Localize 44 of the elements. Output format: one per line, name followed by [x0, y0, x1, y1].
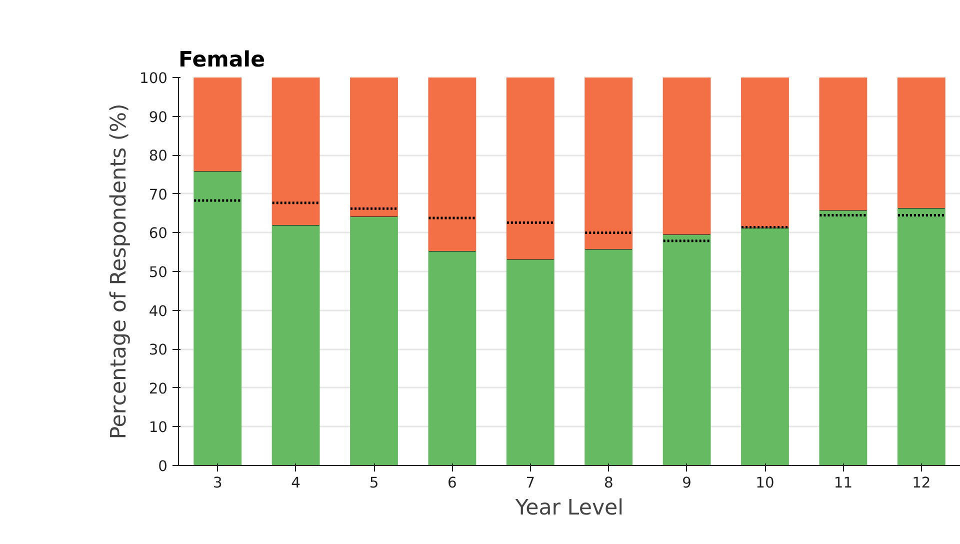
y-tick-label: 70 [148, 186, 168, 204]
bar [506, 258, 554, 466]
y-tick-label: 30 [148, 342, 168, 359]
bar [272, 224, 320, 466]
bar [428, 78, 476, 252]
bar [194, 78, 242, 172]
bar [584, 78, 633, 250]
y-tick-label: 100 [140, 70, 168, 87]
bar [194, 170, 242, 466]
x-tick-label: 12 [912, 474, 931, 492]
y-tick-label: 40 [148, 302, 168, 320]
bar [272, 78, 320, 226]
y-tick-label: 0 [158, 458, 168, 475]
bar [662, 233, 711, 466]
bar [897, 78, 946, 208]
x-tick-label: 10 [756, 474, 774, 492]
x-tick-label: 6 [448, 474, 457, 492]
bar [350, 78, 398, 217]
bar [741, 226, 789, 466]
y-tick-label: 80 [148, 148, 168, 165]
x-tick-label: 4 [291, 474, 300, 492]
x-tick-label: 7 [526, 474, 536, 492]
bar [662, 78, 711, 234]
x-tick-label: 8 [604, 474, 614, 492]
y-tick-label: 50 [148, 264, 168, 281]
bar [584, 248, 633, 466]
bar [506, 78, 554, 260]
y-tick-label: 10 [148, 419, 168, 436]
y-tick-label: 90 [148, 108, 168, 126]
bar [741, 78, 789, 228]
bar [350, 216, 398, 466]
x-tick-label: 11 [834, 474, 853, 492]
x-axis-title: Year Level [514, 496, 624, 520]
bar [819, 209, 868, 466]
x-tick-label: 9 [682, 474, 692, 492]
bar [428, 250, 476, 466]
y-tick-label: 60 [148, 225, 168, 242]
bar [819, 78, 868, 210]
x-tick-label: 3 [212, 474, 222, 492]
chart-title: Female [178, 48, 266, 72]
x-tick-label: 5 [369, 474, 379, 492]
bar [897, 206, 946, 466]
y-tick-label: 20 [148, 380, 168, 398]
y-axis-title: Percentage of Respondents (%) [106, 104, 132, 440]
